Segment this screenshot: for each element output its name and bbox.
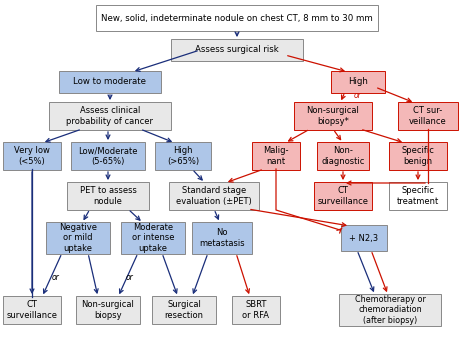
FancyBboxPatch shape: [71, 142, 145, 170]
FancyBboxPatch shape: [3, 296, 61, 324]
Text: Low/Moderate
(5-65%): Low/Moderate (5-65%): [78, 146, 138, 166]
FancyBboxPatch shape: [317, 142, 369, 170]
FancyBboxPatch shape: [398, 102, 458, 130]
FancyBboxPatch shape: [339, 294, 441, 326]
Text: CT sur-
veillance: CT sur- veillance: [409, 106, 447, 126]
FancyBboxPatch shape: [49, 102, 171, 130]
FancyBboxPatch shape: [3, 142, 61, 170]
FancyBboxPatch shape: [155, 142, 211, 170]
Text: or: or: [126, 273, 134, 283]
Text: High: High: [348, 77, 368, 87]
Text: Very low
(<5%): Very low (<5%): [14, 146, 50, 166]
Text: Standard stage
evaluation (±PET): Standard stage evaluation (±PET): [176, 186, 252, 206]
FancyBboxPatch shape: [252, 142, 300, 170]
Text: Chemotherapy or
chemoradiation
(after biopsy): Chemotherapy or chemoradiation (after bi…: [355, 295, 426, 325]
FancyBboxPatch shape: [232, 296, 280, 324]
Text: Malig-
nant: Malig- nant: [263, 146, 289, 166]
FancyBboxPatch shape: [121, 222, 185, 254]
Text: No
metastasis: No metastasis: [199, 228, 245, 248]
Text: Assess surgical risk: Assess surgical risk: [195, 45, 279, 55]
Text: Moderate
or intense
uptake: Moderate or intense uptake: [132, 223, 174, 253]
Text: PET to assess
nodule: PET to assess nodule: [80, 186, 137, 206]
Text: SBRT
or RFA: SBRT or RFA: [243, 300, 270, 320]
Text: Non-
diagnostic: Non- diagnostic: [321, 146, 365, 166]
FancyBboxPatch shape: [314, 182, 372, 210]
FancyBboxPatch shape: [96, 5, 378, 31]
FancyBboxPatch shape: [389, 142, 447, 170]
Text: Low to moderate: Low to moderate: [73, 77, 146, 87]
FancyBboxPatch shape: [192, 222, 252, 254]
Text: Non-surgical
biopsy*: Non-surgical biopsy*: [307, 106, 359, 126]
Text: Specific
treatment: Specific treatment: [397, 186, 439, 206]
Text: Specific
benign: Specific benign: [401, 146, 435, 166]
FancyBboxPatch shape: [331, 71, 385, 93]
FancyBboxPatch shape: [169, 182, 259, 210]
FancyBboxPatch shape: [152, 296, 216, 324]
Text: Non-surgical
biopsy: Non-surgical biopsy: [82, 300, 135, 320]
Text: Surgical
resection: Surgical resection: [164, 300, 203, 320]
Text: High
(>65%): High (>65%): [167, 146, 199, 166]
Text: CT
surveillance: CT surveillance: [7, 300, 57, 320]
Text: Negative
or mild
uptake: Negative or mild uptake: [59, 223, 97, 253]
FancyBboxPatch shape: [76, 296, 140, 324]
FancyBboxPatch shape: [46, 222, 110, 254]
FancyBboxPatch shape: [67, 182, 149, 210]
Text: or: or: [52, 273, 60, 283]
FancyBboxPatch shape: [389, 182, 447, 210]
Text: or: or: [354, 92, 362, 100]
Text: CT
surveillance: CT surveillance: [318, 186, 368, 206]
FancyBboxPatch shape: [294, 102, 372, 130]
Text: Assess clinical
probability of cancer: Assess clinical probability of cancer: [66, 106, 154, 126]
Text: + N2,3: + N2,3: [349, 234, 379, 242]
Text: New, solid, indeterminate nodule on chest CT, 8 mm to 30 mm: New, solid, indeterminate nodule on ches…: [101, 13, 373, 22]
FancyBboxPatch shape: [59, 71, 161, 93]
FancyBboxPatch shape: [171, 39, 303, 61]
FancyBboxPatch shape: [341, 225, 387, 251]
